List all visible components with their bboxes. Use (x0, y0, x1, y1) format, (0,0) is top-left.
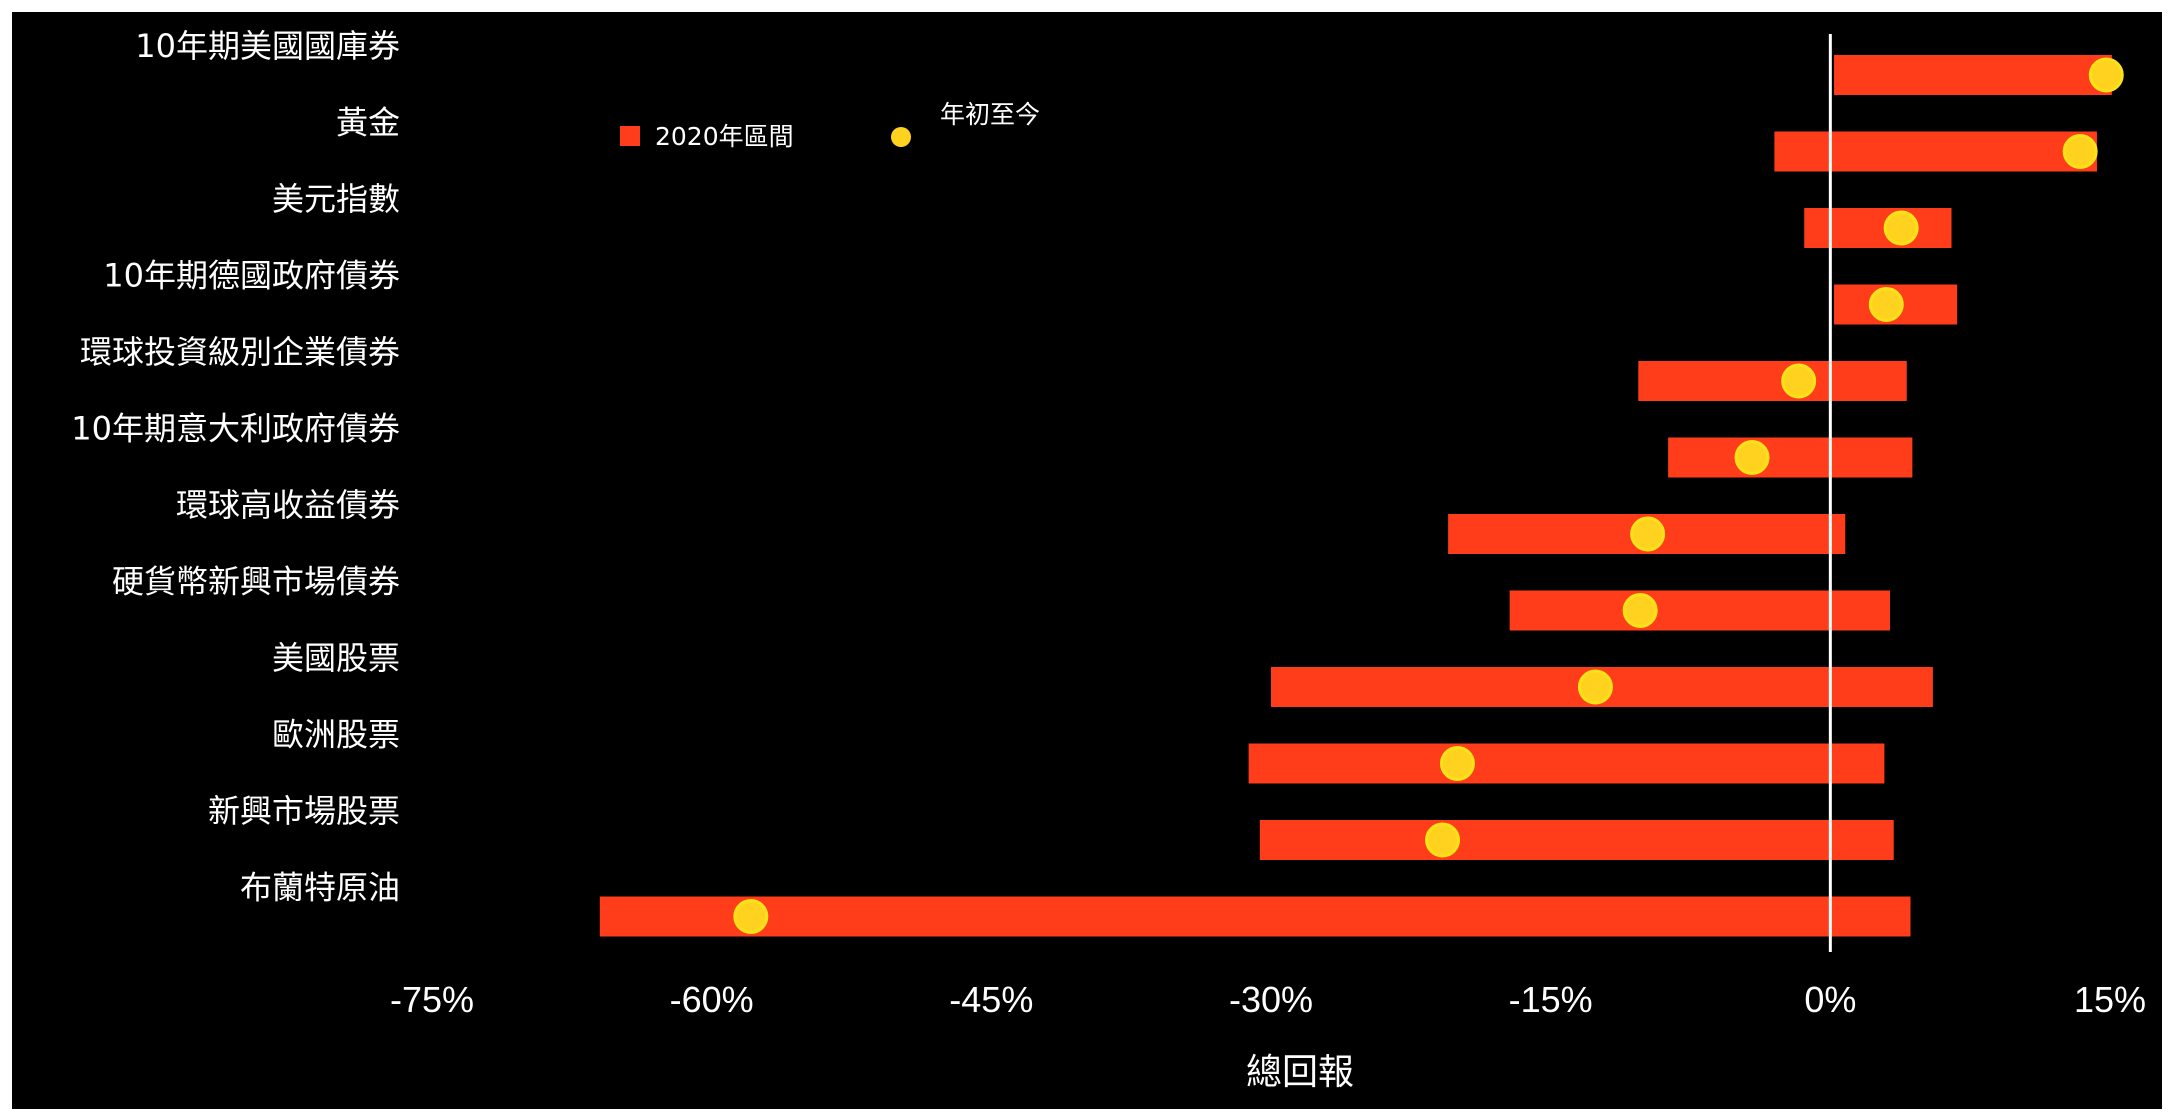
range-bar (1774, 131, 2097, 172)
category-label: 新興市場股票 (208, 792, 400, 830)
range-bar (599, 896, 1911, 937)
ytd-dot (1577, 669, 1613, 705)
x-tick-label: 0% (1804, 979, 1856, 1020)
ytd-dot (2062, 134, 2098, 169)
range-bar (1638, 361, 1907, 401)
category-label: 10年期意大利政府債券 (71, 410, 400, 448)
ytd-dots (733, 57, 2124, 934)
x-tick-label: -45% (949, 979, 1033, 1020)
range-bar (1509, 590, 1890, 631)
range-bar (1834, 55, 2112, 95)
x-tick-label: -15% (1509, 979, 1593, 1020)
category-label: 環球高收益債券 (176, 486, 400, 524)
ytd-dot (1883, 210, 1919, 246)
range-bar (1804, 208, 1952, 248)
x-tick-label: -75% (390, 979, 474, 1020)
range-bar (1259, 820, 1894, 860)
category-label: 10年期德國政府債券 (103, 257, 400, 295)
range-bars (599, 55, 2112, 937)
ytd-dot (1734, 440, 1770, 475)
category-label: 歐洲股票 (272, 716, 400, 754)
legend-label-range: 2020年區間 (655, 122, 794, 151)
category-label: 美國股票 (272, 639, 400, 677)
range-bar (1668, 437, 1913, 478)
ytd-dot (1622, 593, 1658, 628)
ytd-dot (2088, 57, 2124, 93)
category-label: 美元指數 (272, 180, 400, 218)
category-label: 環球投資級別企業債券 (80, 333, 400, 371)
x-tick-label: 15% (2074, 979, 2146, 1020)
legend-swatch-ytd (891, 127, 911, 147)
legend: 2020年區間 年初至今 (620, 100, 1040, 151)
category-label: 布蘭特原油 (240, 869, 400, 907)
chart-frame: 10年期美國國庫券黃金美元指數 10年期德國政府債券環球投資級別企業債券 10年期意… (12, 12, 2162, 1109)
ytd-dot (1868, 287, 1904, 322)
x-tick-labels: -75% -60% -45% -30% -15% 0% 15% (390, 979, 2146, 1020)
ytd-dot (1439, 746, 1475, 781)
ytd-dot (1781, 363, 1817, 399)
x-axis-title: 總回報 (1246, 1052, 1354, 1093)
legend-label-ytd: 年初至今 (940, 100, 1040, 129)
legend-swatch-range (620, 126, 640, 146)
ytd-dot (1630, 516, 1666, 552)
ytd-dot (733, 899, 769, 934)
x-tick-label: -30% (1229, 979, 1313, 1020)
x-tick-label: -60% (670, 979, 754, 1020)
category-label: 硬貨幣新興市場債券 (112, 563, 400, 601)
category-label: 黃金 (336, 104, 400, 142)
range-bar (1248, 743, 1885, 784)
category-label: 10年期美國國庫券 (135, 27, 400, 65)
ytd-dot (1425, 822, 1461, 858)
